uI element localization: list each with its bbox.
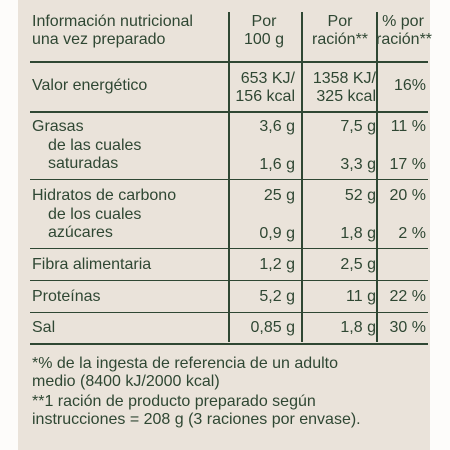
value-percent: 16% [393,77,426,94]
value-per-100g: 653 KJ/ 156 kcal [235,70,295,105]
column-divider [376,12,378,342]
nutrition-label: Información nutricional una vez preparad… [18,0,433,450]
column-divider [301,12,303,342]
value-percent: 22 % [389,288,426,305]
value-per-100g: 0,85 g [250,319,295,336]
value-percent: 20 % [389,187,426,204]
value-per-100g: 3,6 g [259,118,295,135]
row-label: de las cuales saturadas [48,137,142,172]
header-per-portion: Por ración** [311,13,369,48]
header-percent-portion: % por ración** [376,13,433,48]
value-per-100g: 25 g [263,187,295,204]
column-divider [228,12,230,342]
row-label: Fibra alimentaria [32,256,152,273]
value-percent: 30 % [389,319,426,336]
value-per-portion: 2,5 g [340,256,376,273]
row-label: Proteínas [32,288,101,305]
row-label: Hidratos de carbono [32,187,177,204]
value-per-portion: 3,3 g [340,156,376,173]
value-percent: 11 % [390,118,426,135]
header-name: Información nutricional una vez preparad… [32,13,193,48]
row-label: Grasas [32,118,84,135]
value-per-portion: 1358 KJ/ 325 kcal [312,70,376,105]
value-per-100g: 5,2 g [259,288,295,305]
row-label: de los cuales azúcares [48,206,142,241]
value-per-portion: 52 g [344,187,376,204]
value-percent: 2 % [398,225,426,242]
value-per-100g: 1,2 g [259,256,295,273]
value-per-portion: 1,8 g [340,319,376,336]
row-label: Valor energético [32,77,148,94]
table-bottom-border [30,343,428,345]
value-per-portion: 11 g [346,288,376,305]
footnote-reference-intake: *% de la ingesta de referencia de un adu… [32,355,338,390]
value-per-portion: 7,5 g [340,118,376,135]
value-per-portion: 1,8 g [340,225,376,242]
header-per-100g: Por 100 g [243,13,285,48]
row-label: Sal [32,319,56,336]
value-percent: 17 % [389,156,426,173]
value-per-100g: 1,6 g [259,156,295,173]
value-per-100g: 0,9 g [259,225,295,242]
footnote-portion: **1 ración de producto preparado según i… [32,393,361,428]
